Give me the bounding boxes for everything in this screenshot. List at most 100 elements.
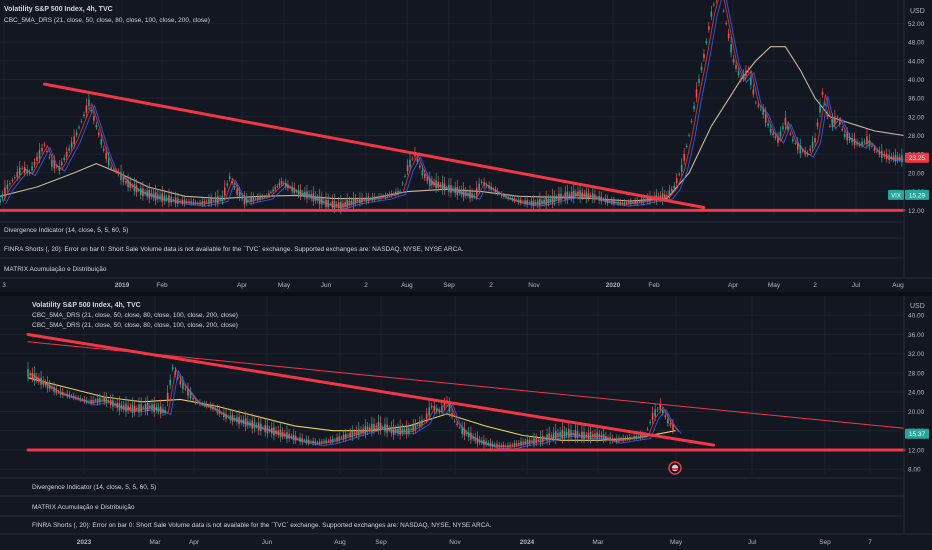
candle-body: [187, 388, 189, 396]
candle-body: [404, 175, 406, 177]
candle-body: [46, 382, 49, 389]
bottom-chart-pane[interactable]: [0, 296, 906, 474]
trendline[interactable]: [42, 82, 706, 210]
candle-body: [543, 199, 545, 204]
candle-body: [633, 436, 635, 439]
candle-body: [83, 399, 86, 402]
bottom-trendlines[interactable]: [26, 332, 906, 452]
top-time-axis[interactable]: 3 2019 Feb Apr May Jun 2 Aug Sep 2 Nov 2020 Feb Apr Ma…: [2, 282, 904, 289]
candle-body: [122, 176, 125, 182]
candle-body: [611, 200, 613, 203]
candle-body: [243, 197, 246, 205]
candle-body: [672, 424, 674, 431]
candle-body: [659, 403, 662, 410]
candle-body: [757, 105, 760, 107]
candle-body: [764, 114, 767, 123]
candle-body: [500, 445, 503, 447]
candle-body: [772, 132, 774, 136]
bottom-time-axis[interactable]: 2023 Mar Apr Jun Aug Sep Nov 2024 Mar May Jul Sep 7: [77, 539, 872, 546]
candle-body: [452, 188, 454, 191]
candle-body: [359, 197, 361, 203]
candle-body: [598, 195, 600, 201]
x-tick-label: Sep: [819, 539, 831, 546]
candle-body: [437, 181, 440, 188]
candle-body: [730, 44, 732, 53]
candle-body: [890, 156, 893, 159]
series-ma-slow: [27, 377, 676, 441]
candle-body: [149, 405, 151, 408]
candle-body: [414, 424, 417, 430]
candle-body: [48, 384, 51, 389]
candle-body: [6, 184, 9, 190]
candle-body: [668, 190, 671, 196]
candle-body: [476, 437, 479, 444]
candle-body: [880, 150, 883, 158]
candle-body: [168, 195, 170, 203]
candle-body: [419, 165, 421, 168]
candle-body: [634, 200, 636, 204]
candle-body: [498, 444, 500, 447]
candle-body: [392, 193, 395, 195]
top-indicator-divergence: Divergence Indicator (14, close, 5, 5, 6…: [4, 227, 128, 234]
candle-body: [487, 443, 490, 445]
candle-body: [138, 404, 140, 413]
candle-body: [77, 397, 79, 399]
candle-body: [841, 128, 844, 130]
candle-body: [182, 382, 184, 390]
candle-body: [365, 197, 368, 202]
candle-body: [524, 441, 527, 444]
candle-body: [577, 191, 579, 197]
candle-body: [673, 185, 676, 189]
candle-body: [308, 194, 310, 198]
candle-body: [517, 442, 520, 445]
y-tick-label: 20.00: [908, 409, 925, 416]
candle-body: [373, 424, 375, 431]
candle-body: [368, 427, 371, 431]
candle-body: [443, 402, 446, 408]
event-badge-icon[interactable]: [668, 461, 682, 475]
top-trendlines[interactable]: [0, 82, 906, 212]
candle-body: [533, 438, 535, 444]
candle-body: [546, 434, 548, 441]
candle-body: [562, 196, 564, 198]
candle-body: [228, 176, 231, 180]
candle-body: [876, 150, 878, 152]
candle-body: [861, 141, 863, 145]
candle-body: [114, 403, 116, 406]
candle-body: [868, 140, 871, 147]
candle-body: [558, 193, 560, 202]
candle-body: [596, 197, 598, 199]
candle-body: [561, 429, 564, 439]
candle-body: [31, 373, 34, 379]
candle-body: [566, 191, 569, 200]
candle-body: [623, 202, 626, 204]
candle-body: [40, 377, 42, 385]
candle-body: [44, 382, 47, 386]
candle-body: [139, 188, 142, 195]
candle-body: [120, 405, 123, 409]
candle-body: [685, 146, 688, 147]
candle-body: [589, 195, 592, 197]
top-chart-pane[interactable]: [0, 0, 910, 215]
candle-body: [513, 443, 516, 446]
y-tick-label: 36.00: [908, 332, 925, 339]
trendline[interactable]: [27, 341, 905, 429]
candle-body: [693, 105, 695, 110]
candle-body: [635, 436, 638, 438]
candle-body: [462, 189, 465, 197]
candle-body: [159, 195, 161, 199]
candle-body: [378, 196, 380, 199]
candle-body: [35, 376, 38, 381]
candle-body: [96, 398, 99, 403]
candle-body: [85, 105, 88, 113]
candle-body: [253, 422, 256, 429]
candle-body: [816, 122, 819, 127]
candle-body: [554, 431, 557, 440]
candle-body: [453, 420, 456, 422]
candle-body: [299, 437, 301, 442]
pane-divider[interactable]: [0, 292, 932, 296]
candle-body: [388, 194, 391, 196]
candle-body: [312, 440, 314, 444]
top-series-layer: [0, 0, 910, 215]
candle-body: [329, 203, 332, 205]
